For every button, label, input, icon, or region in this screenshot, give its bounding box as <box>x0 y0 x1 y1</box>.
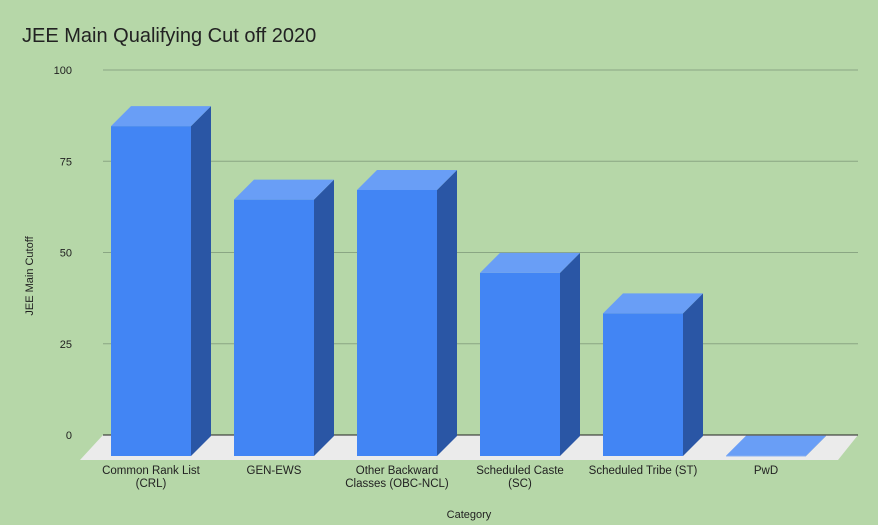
bar-front <box>603 313 683 456</box>
bar-front <box>357 189 437 456</box>
bar <box>726 435 826 457</box>
x-tick-label: (CRL) <box>136 478 167 490</box>
bar-front <box>480 272 560 456</box>
bar-top <box>357 169 457 190</box>
x-axis-label: Category <box>447 509 492 521</box>
bar-top <box>480 252 580 273</box>
y-tick-label: 25 <box>60 339 72 351</box>
x-tick-label: Common Rank List <box>102 465 201 477</box>
y-tick-label: 0 <box>66 430 72 442</box>
bar-top <box>234 179 334 200</box>
x-tick-label: GEN-EWS <box>247 465 302 477</box>
x-tick-label: Scheduled Tribe (ST) <box>589 465 698 477</box>
bar-side <box>806 435 826 456</box>
bar-side <box>191 106 211 456</box>
x-tick-label: PwD <box>754 465 778 477</box>
bar-side <box>314 179 334 456</box>
y-axis-label: JEE Main Cutoff <box>24 235 36 315</box>
bar-top <box>603 293 703 314</box>
bar <box>234 179 334 456</box>
bar <box>357 169 457 456</box>
bar-front <box>111 126 191 456</box>
x-tick-label: Other Backward <box>356 465 438 477</box>
x-tick-label: Classes (OBC-NCL) <box>345 478 449 490</box>
y-tick-label: 100 <box>54 65 72 77</box>
bar <box>603 293 703 456</box>
bar <box>480 252 580 456</box>
bar-front <box>726 455 806 457</box>
bar-top <box>726 435 826 456</box>
bar-side <box>560 252 580 456</box>
bar-side <box>683 293 703 456</box>
chart-title: JEE Main Qualifying Cut off 2020 <box>22 25 316 47</box>
x-tick-label: Scheduled Caste <box>476 465 564 477</box>
bar-front <box>234 199 314 456</box>
bar-top <box>111 106 211 127</box>
y-tick-label: 75 <box>60 156 72 168</box>
bar <box>111 106 211 456</box>
x-tick-label: (SC) <box>508 478 532 490</box>
y-tick-label: 50 <box>60 248 72 260</box>
bar-side <box>437 169 457 456</box>
